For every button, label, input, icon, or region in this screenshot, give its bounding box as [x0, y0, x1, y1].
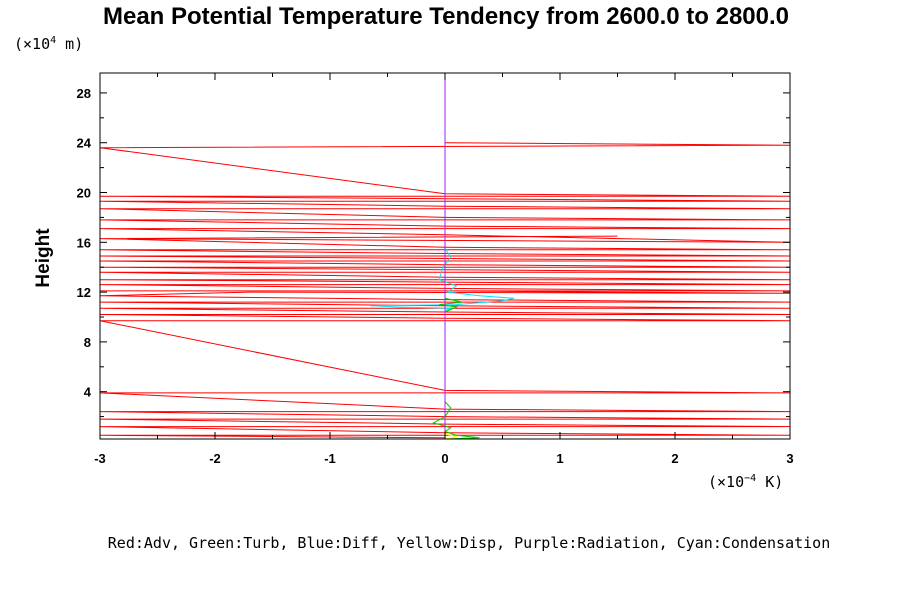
- y-unit-exponent: 4: [50, 35, 56, 46]
- legend-text: Red:Adv, Green:Turb, Blue:Diff, Yellow:D…: [108, 534, 830, 552]
- y-unit-suffix: m): [56, 35, 83, 53]
- x-tick-label: 3: [786, 451, 793, 466]
- y-tick-label: 20: [77, 186, 91, 201]
- y-tick-label: 24: [77, 136, 92, 151]
- y-axis-title: Height: [33, 228, 54, 288]
- x-tick-label: 1: [556, 451, 563, 466]
- y-tick-label: 28: [77, 86, 91, 101]
- x-tick-label: 0: [441, 451, 448, 466]
- x-tick-label: -1: [324, 451, 336, 466]
- y-tick-label: 4: [84, 385, 92, 400]
- y-unit-label: (×104 m): [14, 35, 83, 53]
- x-tick-label: -2: [209, 451, 221, 466]
- y-unit-prefix: (×10: [14, 35, 50, 53]
- series-layer: [99, 73, 791, 440]
- y-tick-label: 16: [77, 235, 91, 250]
- x-tick-label: 2: [671, 451, 678, 466]
- x-unit-exponent: −4: [744, 473, 756, 484]
- x-unit-suffix: K): [756, 473, 783, 491]
- y-tick-label: 12: [77, 285, 91, 300]
- chart-title: Mean Potential Temperature Tendency from…: [103, 3, 789, 30]
- series-condensation-line: [370, 73, 515, 439]
- x-tick-label: -3: [94, 451, 106, 466]
- series-turb-line: [432, 73, 480, 440]
- x-unit-prefix: (×10: [708, 473, 744, 491]
- y-tick-label: 8: [84, 335, 91, 350]
- x-unit-label: (×10−4 K): [708, 473, 783, 491]
